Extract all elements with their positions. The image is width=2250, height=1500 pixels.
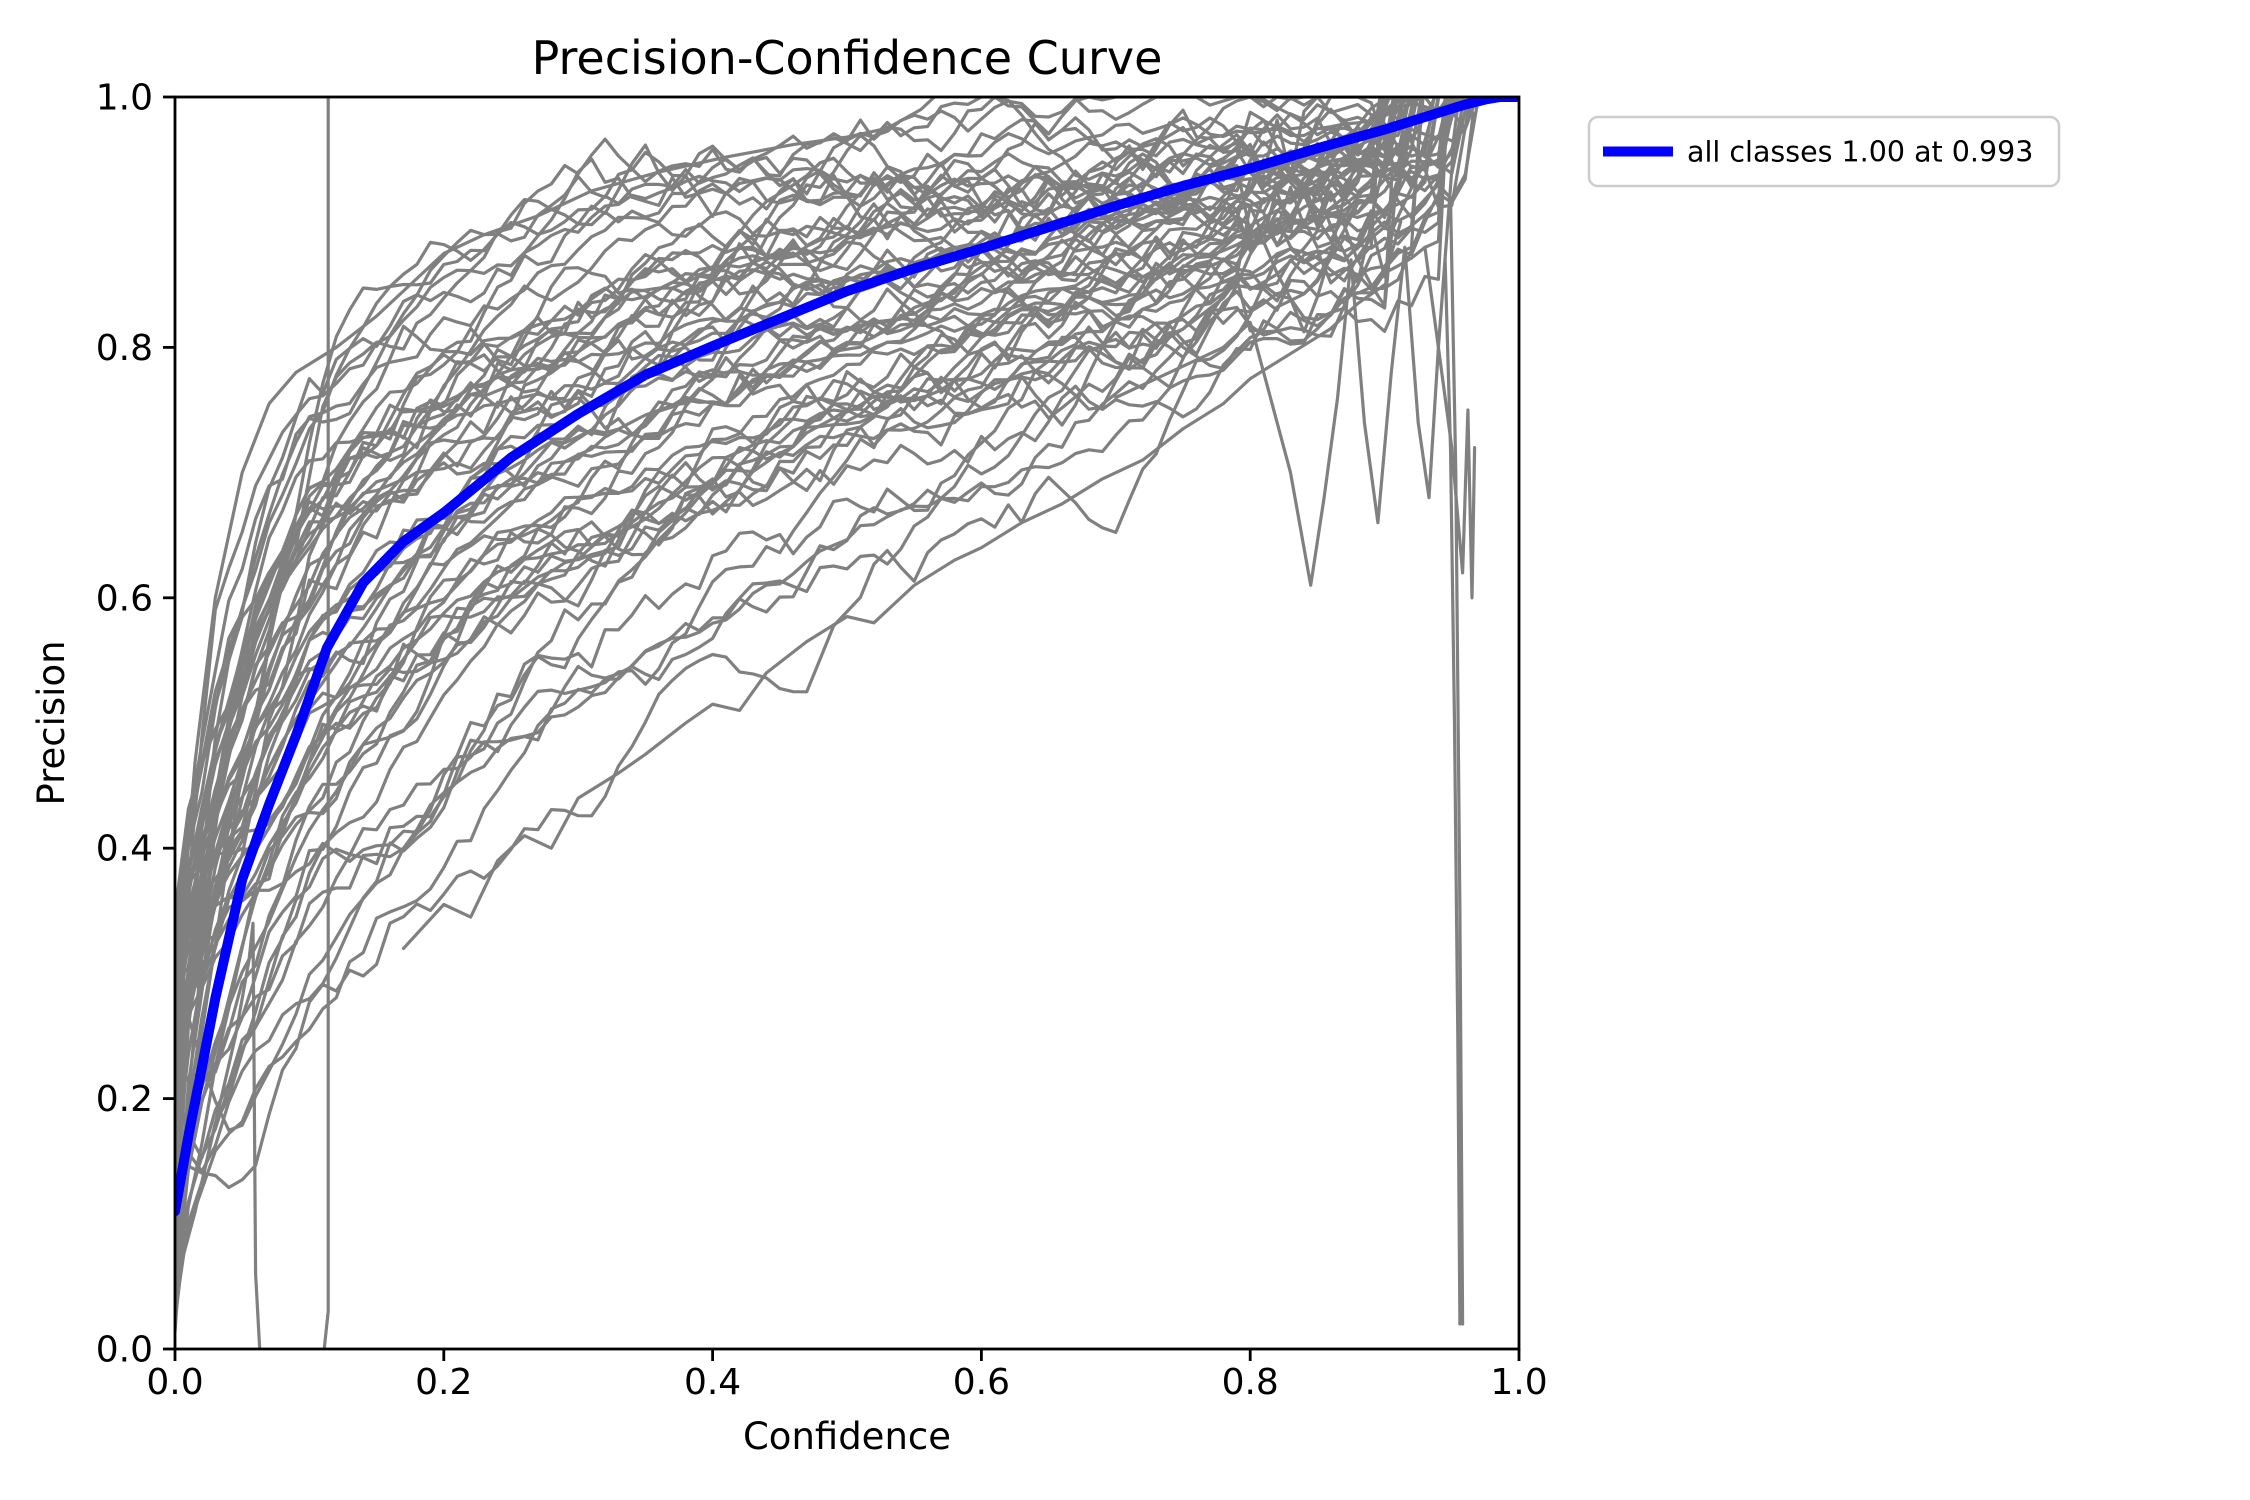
class-curve (175, 97, 1470, 987)
class-curve (175, 97, 1447, 1160)
class-curve (175, 97, 1382, 1164)
legend-label: all classes 1.00 at 0.993 (1687, 136, 2033, 169)
y-axis: 1.0 0.8 0.6 0.4 0.2 0.0 Precision (30, 78, 175, 1371)
mean-curve (175, 97, 1519, 1217)
class-curve (175, 97, 1406, 957)
class-curve (175, 921, 262, 1349)
y-tick-label: 1.0 (96, 78, 153, 119)
class-curve (175, 97, 1419, 1040)
class-curve (175, 116, 1434, 1049)
y-tick-label: 0.6 (96, 578, 153, 619)
chart-title: Precision-Confidence Curve (532, 31, 1163, 85)
class-curve (1423, 245, 1477, 600)
class-curve (401, 283, 1387, 951)
class-curve (175, 122, 1381, 1205)
class-curve (1448, 195, 1465, 1326)
x-tick-label: 0.0 (146, 1362, 203, 1403)
class-curve (175, 97, 1403, 976)
class-curve (175, 143, 1391, 1015)
class-curve (322, 97, 330, 1349)
plot-border (173, 95, 1521, 1351)
class-curve (175, 97, 1390, 1196)
class-curve (175, 97, 1400, 1150)
x-tick-label: 0.8 (1222, 1362, 1279, 1403)
class-curve (175, 105, 1449, 1174)
class-curve (175, 97, 1406, 983)
class-curve (175, 97, 1450, 1281)
class-curve (175, 97, 1466, 1246)
class-curve (175, 97, 937, 1001)
x-axis-label: Confidence (743, 1415, 951, 1458)
x-tick-label: 0.2 (415, 1362, 472, 1403)
class-curve (175, 97, 1385, 1022)
y-tick-label: 0.0 (96, 1330, 153, 1371)
legend: all classes 1.00 at 0.993 (1587, 115, 2061, 188)
class-curve (175, 97, 1477, 1136)
class-curve (175, 97, 1389, 1228)
x-tick-label: 0.4 (684, 1362, 741, 1403)
class-curve (175, 97, 1460, 1324)
class-curve (175, 97, 1441, 960)
y-axis-label: Precision (30, 640, 73, 805)
x-tick-label: 0.6 (953, 1362, 1010, 1403)
y-tick-label: 0.8 (96, 328, 153, 369)
class-curve (175, 97, 1424, 1316)
plot-area (175, 97, 1519, 1349)
class-curve (175, 182, 1398, 1276)
class-curve (175, 97, 1473, 1090)
class-curves-group (175, 97, 1479, 1349)
mean-curve-group (175, 97, 1519, 1217)
class-curve (1114, 133, 1457, 587)
class-curve (1443, 258, 1462, 1326)
class-curve (175, 97, 1396, 1333)
x-tick-label: 1.0 (1490, 1362, 1547, 1403)
class-curve (175, 97, 1437, 953)
y-tick-label: 0.2 (96, 1079, 153, 1120)
y-tick-label: 0.4 (96, 829, 153, 870)
x-axis: 0.0 0.2 0.4 0.6 0.8 1.0 Confidence (146, 1349, 1548, 1458)
legend-frame (1587, 115, 2061, 188)
